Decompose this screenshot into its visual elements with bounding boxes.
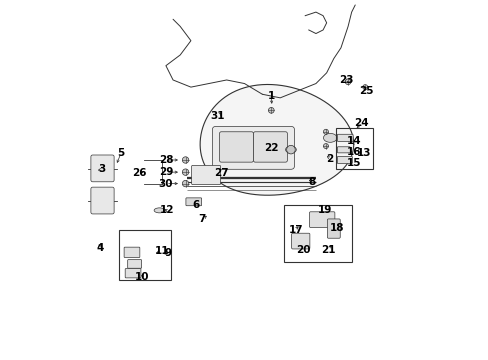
FancyBboxPatch shape: [337, 134, 352, 141]
Bar: [283, 205, 351, 262]
FancyBboxPatch shape: [337, 157, 352, 163]
Text: 24: 24: [354, 118, 368, 128]
Circle shape: [323, 144, 328, 149]
Text: 7: 7: [198, 214, 205, 224]
Text: 2: 2: [326, 154, 333, 163]
Text: 15: 15: [346, 158, 361, 168]
Text: 9: 9: [164, 248, 171, 258]
Polygon shape: [200, 85, 353, 195]
Circle shape: [268, 108, 274, 113]
FancyBboxPatch shape: [337, 147, 349, 153]
Text: 4: 4: [96, 243, 103, 253]
FancyBboxPatch shape: [212, 126, 294, 169]
Circle shape: [286, 145, 295, 154]
Text: 21: 21: [321, 245, 335, 255]
Text: 25: 25: [358, 86, 372, 96]
FancyBboxPatch shape: [191, 165, 220, 185]
Text: 16: 16: [346, 147, 361, 157]
Text: 18: 18: [329, 223, 343, 233]
Text: 5: 5: [118, 148, 124, 158]
Bar: [119, 230, 171, 280]
Text: 31: 31: [210, 111, 224, 121]
FancyBboxPatch shape: [291, 233, 309, 249]
Text: 13: 13: [356, 148, 371, 158]
Text: 14: 14: [346, 136, 361, 146]
Text: 6: 6: [192, 200, 200, 210]
FancyBboxPatch shape: [91, 187, 114, 214]
FancyBboxPatch shape: [127, 260, 142, 268]
Text: 1: 1: [267, 91, 274, 101]
FancyBboxPatch shape: [124, 247, 140, 257]
Ellipse shape: [154, 208, 164, 213]
FancyBboxPatch shape: [253, 132, 287, 162]
FancyBboxPatch shape: [309, 212, 334, 228]
Text: 3: 3: [98, 164, 105, 174]
Text: 10: 10: [135, 272, 149, 282]
FancyBboxPatch shape: [219, 132, 253, 162]
Circle shape: [323, 129, 328, 134]
Text: 17: 17: [288, 225, 303, 235]
Text: 11: 11: [154, 247, 168, 256]
FancyBboxPatch shape: [125, 269, 141, 278]
Text: 12: 12: [159, 205, 174, 215]
Text: 26: 26: [132, 168, 146, 178]
Circle shape: [182, 180, 188, 187]
Ellipse shape: [285, 146, 296, 153]
Text: 19: 19: [317, 205, 332, 215]
Text: 30: 30: [158, 179, 173, 189]
FancyBboxPatch shape: [326, 219, 340, 238]
Text: 29: 29: [159, 167, 173, 177]
Circle shape: [362, 85, 367, 90]
Text: 27: 27: [214, 168, 228, 178]
FancyBboxPatch shape: [91, 155, 114, 182]
Ellipse shape: [323, 134, 336, 142]
Circle shape: [345, 79, 350, 85]
Bar: [335, 128, 372, 169]
Text: 20: 20: [296, 245, 310, 255]
Text: 28: 28: [158, 156, 173, 165]
Text: 23: 23: [338, 75, 353, 85]
Circle shape: [182, 169, 188, 175]
FancyBboxPatch shape: [185, 198, 201, 206]
Text: 8: 8: [308, 177, 315, 187]
Circle shape: [182, 157, 188, 163]
Text: 22: 22: [264, 143, 278, 153]
